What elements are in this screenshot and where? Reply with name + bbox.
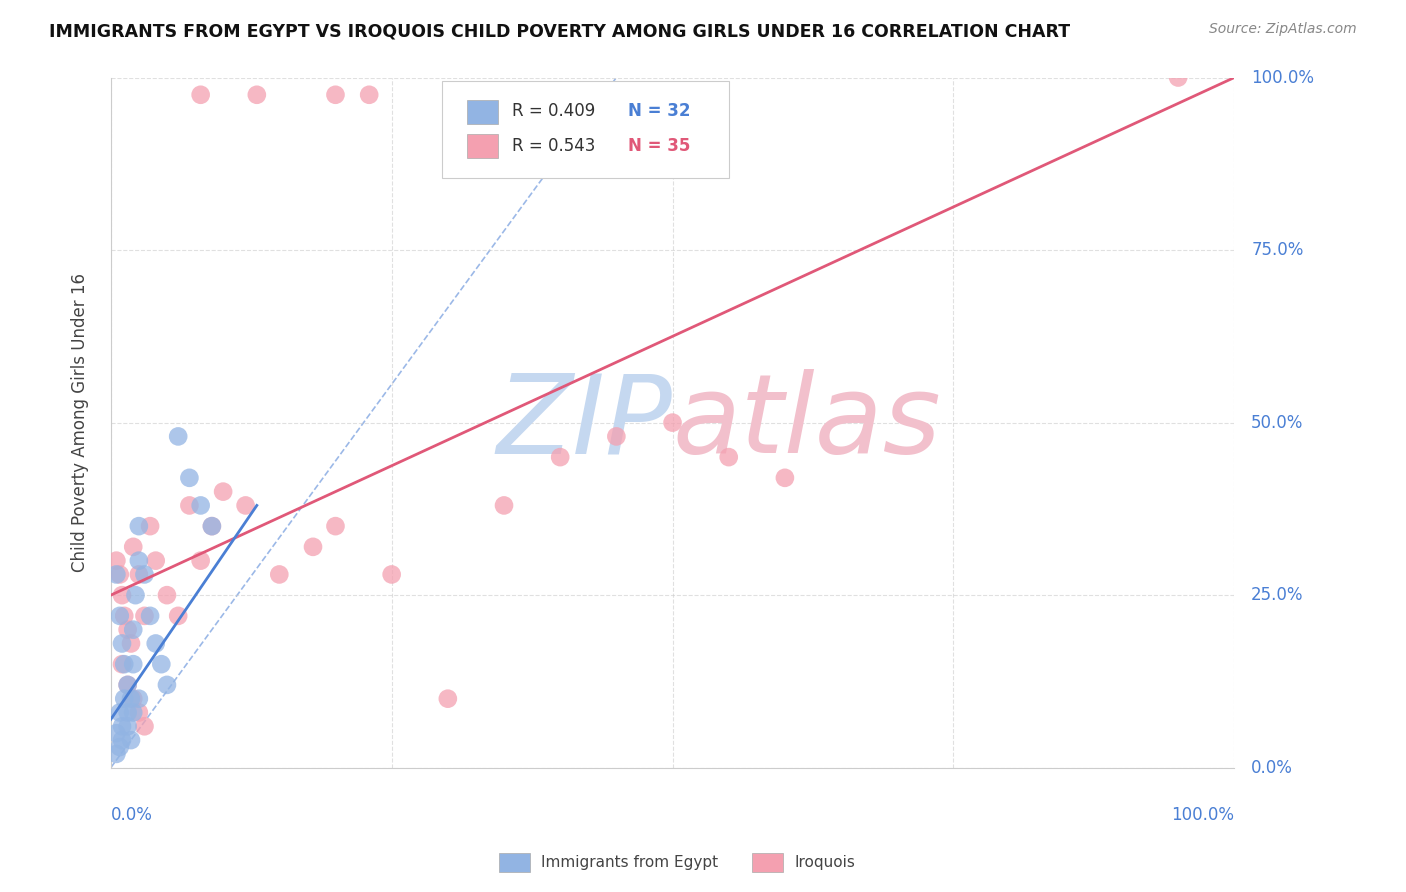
Point (134, 719, 156, 733)
Point (124, 588, 146, 602)
Point (156, 588, 179, 602)
Point (212, 484, 235, 499)
Point (117, 678, 139, 692)
Point (117, 706, 139, 720)
Text: atlas: atlas (672, 369, 941, 476)
Text: 0.0%: 0.0% (1251, 759, 1294, 777)
Point (134, 567, 156, 582)
Text: 0.0%: 0.0% (111, 805, 153, 823)
Point (117, 623, 139, 637)
Point (112, 691, 135, 706)
Point (128, 567, 150, 582)
Point (269, 567, 291, 582)
FancyBboxPatch shape (443, 81, 728, 178)
Y-axis label: Child Poverty Among Girls Under 16: Child Poverty Among Girls Under 16 (72, 273, 89, 572)
Text: N = 35: N = 35 (627, 136, 690, 155)
Point (105, 554, 128, 568)
Text: IMMIGRANTS FROM EGYPT VS IROQUOIS CHILD POVERTY AMONG GIRLS UNDER 16 CORRELATION: IMMIGRANTS FROM EGYPT VS IROQUOIS CHILD … (49, 22, 1070, 40)
Text: N = 32: N = 32 (627, 103, 690, 120)
Point (128, 554, 150, 568)
Point (605, 429, 627, 443)
Point (167, 608, 190, 623)
Point (302, 540, 325, 554)
FancyBboxPatch shape (467, 100, 498, 124)
Point (145, 636, 167, 650)
Point (108, 739, 131, 754)
Text: R = 0.543: R = 0.543 (512, 136, 595, 155)
Point (120, 733, 142, 747)
Point (246, 87, 269, 102)
Point (1167, 70, 1189, 85)
Point (120, 691, 142, 706)
Point (111, 733, 134, 747)
Point (128, 706, 150, 720)
Point (111, 636, 134, 650)
Point (120, 636, 142, 650)
Point (145, 554, 167, 568)
Point (108, 608, 131, 623)
Point (437, 691, 460, 706)
Point (139, 519, 162, 533)
Text: 25.0%: 25.0% (1251, 586, 1303, 604)
Point (111, 719, 134, 733)
Text: 50.0%: 50.0% (1251, 414, 1303, 432)
Point (179, 499, 201, 513)
Text: Iroquois: Iroquois (794, 855, 855, 870)
Point (167, 429, 190, 443)
Point (325, 519, 347, 533)
Point (122, 623, 145, 637)
Point (190, 499, 212, 513)
Text: Source: ZipAtlas.com: Source: ZipAtlas.com (1209, 22, 1357, 37)
Point (122, 691, 145, 706)
Point (128, 691, 150, 706)
Point (717, 450, 740, 464)
Point (117, 678, 139, 692)
Text: 100.0%: 100.0% (1251, 69, 1315, 87)
Point (359, 87, 381, 102)
Point (150, 657, 173, 672)
Point (122, 657, 145, 672)
Point (179, 471, 201, 485)
Point (112, 608, 135, 623)
Point (492, 499, 515, 513)
Point (105, 726, 128, 740)
Point (111, 588, 134, 602)
Text: ZIP: ZIP (496, 369, 672, 476)
Text: R = 0.409: R = 0.409 (512, 103, 595, 120)
Point (235, 499, 257, 513)
Point (108, 567, 131, 582)
Point (134, 608, 156, 623)
Text: 100.0%: 100.0% (1171, 805, 1234, 823)
Point (190, 554, 212, 568)
Point (548, 450, 571, 464)
Point (139, 608, 162, 623)
Point (117, 719, 139, 733)
Point (773, 471, 796, 485)
Point (122, 706, 145, 720)
Text: Immigrants from Egypt: Immigrants from Egypt (541, 855, 718, 870)
Point (381, 567, 404, 582)
Point (661, 416, 683, 430)
Point (325, 87, 347, 102)
Point (156, 678, 179, 692)
Point (201, 519, 224, 533)
Point (190, 87, 212, 102)
FancyBboxPatch shape (467, 134, 498, 158)
Point (111, 657, 134, 672)
Point (112, 657, 135, 672)
Point (105, 747, 128, 761)
Point (108, 706, 131, 720)
Point (201, 519, 224, 533)
Point (128, 519, 150, 533)
Text: 75.0%: 75.0% (1251, 241, 1303, 259)
Point (105, 567, 128, 582)
Point (122, 540, 145, 554)
